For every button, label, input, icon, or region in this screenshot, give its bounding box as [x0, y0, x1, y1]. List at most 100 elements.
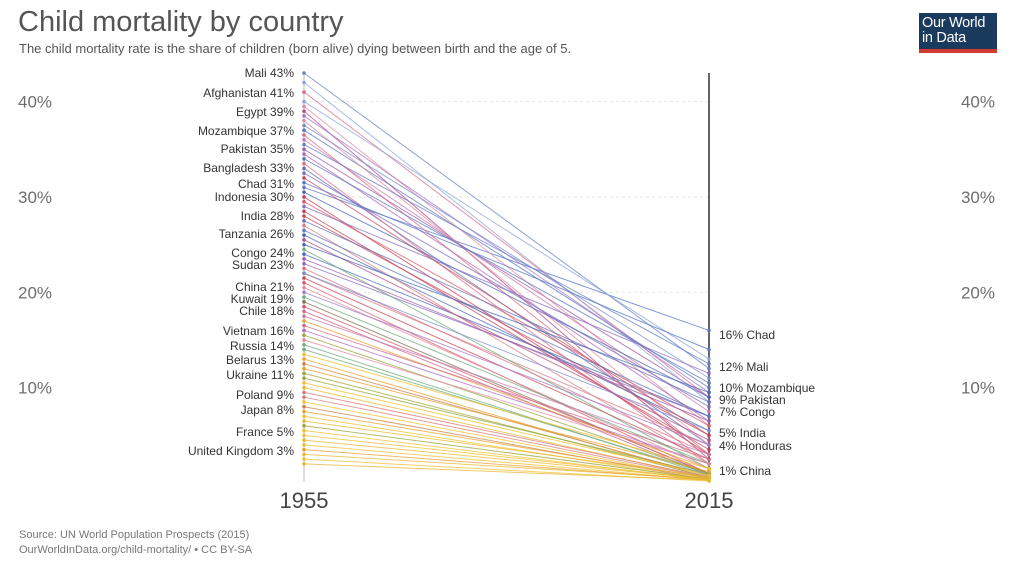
point-1955-country-80	[302, 457, 306, 461]
series-line-country-81	[303, 463, 710, 481]
point-1955-country-58	[302, 314, 306, 318]
series-line-country-60	[303, 325, 710, 460]
series-line-country-38	[303, 177, 710, 436]
series-line-country-77	[303, 439, 710, 480]
point-2015-country-64	[707, 466, 711, 471]
point-1955-kuwait	[302, 300, 306, 304]
series-line-country-73	[303, 415, 710, 481]
label-1955-sudan: Sudan 23%	[232, 258, 294, 272]
point-1955-chile	[302, 309, 306, 314]
point-1955-poland	[302, 395, 306, 399]
point-2015-country-50	[707, 419, 711, 423]
y-tick-label-right-10: 10%	[961, 379, 995, 398]
point-1955-country-70	[302, 390, 306, 395]
series-line-country-76	[303, 430, 710, 481]
point-1955-country-29	[302, 118, 306, 123]
y-tick-label-right-40: 40%	[961, 93, 995, 112]
series-line-country-63	[303, 344, 710, 476]
logo-line-1: Our World	[922, 15, 986, 31]
label-1955-belarus: Belarus 13%	[226, 353, 294, 367]
point-2015-mozambique	[707, 385, 711, 390]
series-line-country-62	[303, 339, 710, 465]
series-line-country-41	[303, 201, 710, 427]
point-1955-country-45	[302, 223, 306, 228]
series-line-country-52	[303, 272, 710, 432]
series-line-country-45	[303, 225, 710, 465]
point-2015-country-26	[707, 357, 711, 361]
point-1955-country-60	[302, 323, 306, 328]
point-1955-country-27	[302, 104, 306, 109]
point-1955-country-39	[302, 180, 306, 185]
point-1955-country-72	[302, 409, 306, 414]
point-1955-country-53	[302, 276, 306, 280]
point-2015-country-40	[707, 395, 711, 399]
point-2015-country-46	[707, 414, 711, 419]
label-1955-vietnam: Vietnam 16%	[223, 324, 294, 338]
point-1955-indonesia	[302, 195, 306, 199]
point-1955-russia	[302, 347, 306, 352]
series-line-country-70	[303, 391, 710, 478]
chart-title: Child mortality by country	[18, 6, 344, 38]
label-2015-mozambique: 10% Mozambique	[719, 381, 815, 395]
point-1955-congo	[302, 252, 306, 256]
owid-logo[interactable]: Our World in Data	[919, 13, 997, 53]
point-1955-country-25	[302, 80, 306, 85]
label-1955-egypt: Egypt 39%	[236, 105, 294, 119]
point-2015-country-39	[707, 347, 711, 352]
point-1955-united-kingdom	[302, 452, 306, 457]
point-1955-country-68	[302, 381, 306, 385]
license-line[interactable]: OurWorldInData.org/child-mortality/ • CC…	[19, 544, 253, 556]
point-1955-china	[302, 280, 306, 285]
series-line-country-64	[303, 353, 710, 470]
point-1955-vietnam	[302, 328, 306, 333]
series-line-chad	[303, 186, 710, 331]
point-1955-country-67	[302, 371, 306, 376]
gridlines	[304, 101, 709, 389]
y-tick-label-right-30: 30%	[961, 188, 995, 207]
point-1955-country-33	[302, 142, 306, 147]
point-2015-country-33	[707, 362, 711, 366]
label-1955-indonesia: Indonesia 30%	[215, 190, 295, 204]
series-dots	[302, 71, 711, 483]
series-line-country-39	[303, 182, 710, 350]
point-1955-tanzania	[302, 233, 306, 237]
point-2015-country-35	[707, 381, 711, 385]
point-1955-country-44	[302, 218, 306, 223]
point-2015-country-58	[707, 452, 711, 457]
point-1955-country-74	[302, 419, 306, 423]
point-2015-country-43	[707, 447, 711, 452]
label-1955-poland: Poland 9%	[236, 388, 294, 402]
y-tick-label-right-20: 20%	[961, 283, 995, 302]
series-line-country-75	[303, 425, 710, 480]
logo-line-2: in Data	[922, 30, 966, 46]
label-1955-mali: Mali 43%	[245, 66, 295, 80]
series-line-country-34	[303, 153, 710, 422]
point-2015-country-44	[707, 400, 711, 404]
footer: Source: UN World Population Prospects (2…	[19, 528, 252, 558]
point-1955-country-59	[302, 319, 306, 323]
point-2015-country-38	[707, 433, 711, 438]
point-1955-country-37	[302, 171, 306, 175]
point-1955-country-40	[302, 190, 306, 194]
point-1955-country-57	[302, 304, 306, 309]
point-1955-country-32	[302, 133, 306, 137]
point-1955-country-34	[302, 152, 306, 156]
series-line-country-42	[303, 206, 710, 374]
label-1955-chad: Chad 31%	[238, 177, 294, 191]
series-lines	[303, 72, 710, 482]
series-line-country-33	[303, 144, 710, 365]
point-1955-country-38	[302, 176, 306, 180]
series-line-country-58	[303, 315, 710, 455]
point-1955-bangladesh	[302, 166, 306, 171]
label-1955-ukraine: Ukraine 11%	[226, 368, 294, 382]
label-1955-bangladesh: Bangladesh 33%	[203, 161, 294, 175]
point-1955-country-28	[302, 114, 306, 118]
label-1955-india: India 28%	[241, 209, 295, 223]
point-2015-country-47	[707, 438, 711, 442]
series-line-country-48	[303, 244, 710, 393]
point-1955-country-76	[302, 428, 306, 433]
label-1955-japan: Japan 8%	[241, 403, 295, 417]
label-1955-kuwait: Kuwait 19%	[231, 292, 295, 306]
point-1955-country-31	[302, 137, 306, 142]
point-1955-mozambique	[302, 128, 306, 133]
